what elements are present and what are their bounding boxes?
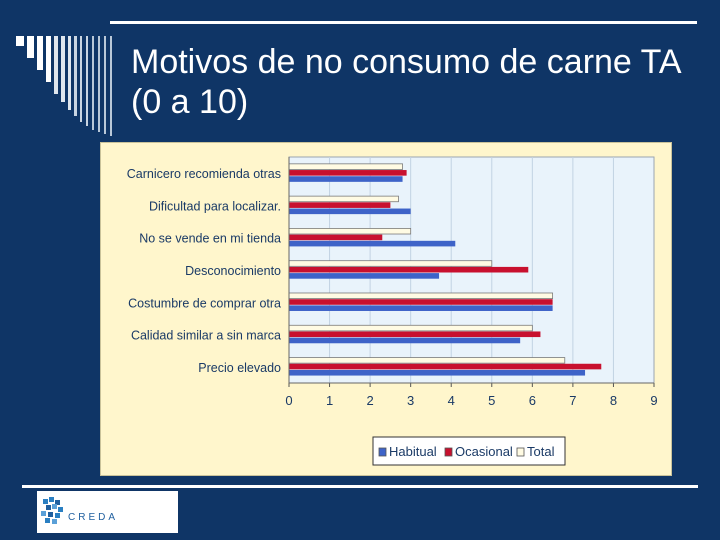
logo-mark-icon — [41, 497, 63, 524]
legend-swatch-habitual — [378, 447, 387, 457]
bar-total — [288, 324, 533, 332]
legend-label-habitual: Habitual — [389, 444, 437, 459]
bar-ocasional — [289, 299, 553, 305]
bottom-divider-line — [22, 485, 698, 488]
top-divider-line — [110, 21, 697, 24]
bar-ocasional — [289, 234, 383, 241]
category-label: Costumbre de comprar otra — [128, 296, 281, 310]
bar-total — [288, 292, 554, 299]
bar-chart: 0 1 2 3 4 5 6 7 8 9 Carnicero recomienda otras Difi… — [127, 156, 658, 466]
bar-total — [288, 357, 566, 364]
bar-total — [288, 195, 399, 203]
category-label: No se vende en mi tienda — [139, 232, 281, 246]
bar-ocasional — [289, 202, 391, 208]
category-label: Precio elevado — [198, 361, 281, 375]
x-tick-label: 6 — [529, 393, 536, 408]
legend-swatch-ocasional — [444, 447, 453, 457]
bar-ocasional — [289, 331, 541, 338]
x-tick-label: 5 — [488, 393, 495, 408]
x-tick-label: 4 — [448, 393, 455, 408]
legend-box — [372, 436, 566, 466]
bar-ocasional — [289, 363, 602, 370]
bar-total — [288, 163, 403, 170]
category-label: Calidad similar a sin marca — [131, 329, 281, 343]
chart-container: 0 1 2 3 4 5 6 7 8 9 Carnicero recomienda otras Difi… — [100, 142, 672, 476]
category-label: Carnicero recomienda otras — [127, 167, 281, 181]
x-tick-label: 0 — [285, 393, 292, 408]
bar-ocasional — [289, 170, 407, 176]
logo-text: CREDA — [68, 512, 119, 523]
legend-label-ocasional: Ocasional — [455, 444, 513, 459]
category-label: Desconocimiento — [185, 264, 281, 278]
bar-habitual — [289, 273, 440, 279]
x-tick-label: 2 — [366, 393, 373, 408]
bar-habitual — [289, 240, 456, 247]
bar-habitual — [289, 208, 411, 215]
x-tick-label: 9 — [650, 393, 657, 408]
bar-habitual — [289, 176, 403, 182]
bar-total — [288, 228, 412, 235]
x-tick-label: 7 — [569, 393, 576, 408]
decorative-stripes — [16, 36, 112, 136]
x-tick-label: 8 — [610, 393, 617, 408]
legend-swatch-total — [516, 447, 525, 457]
bar-habitual — [289, 369, 586, 376]
bar-habitual — [289, 337, 521, 344]
x-tick-label: 1 — [326, 393, 333, 408]
creda-logo — [37, 491, 178, 533]
x-tick-label: 3 — [407, 393, 414, 408]
slide-title: Motivos de no consumo de carne TA (0 a 1… — [131, 43, 680, 121]
bar-habitual — [289, 305, 553, 311]
category-label: Dificultad para localizar. — [149, 199, 281, 213]
bar-ocasional — [289, 266, 529, 273]
legend-label-total: Total — [527, 444, 555, 459]
bar-total — [288, 260, 493, 267]
